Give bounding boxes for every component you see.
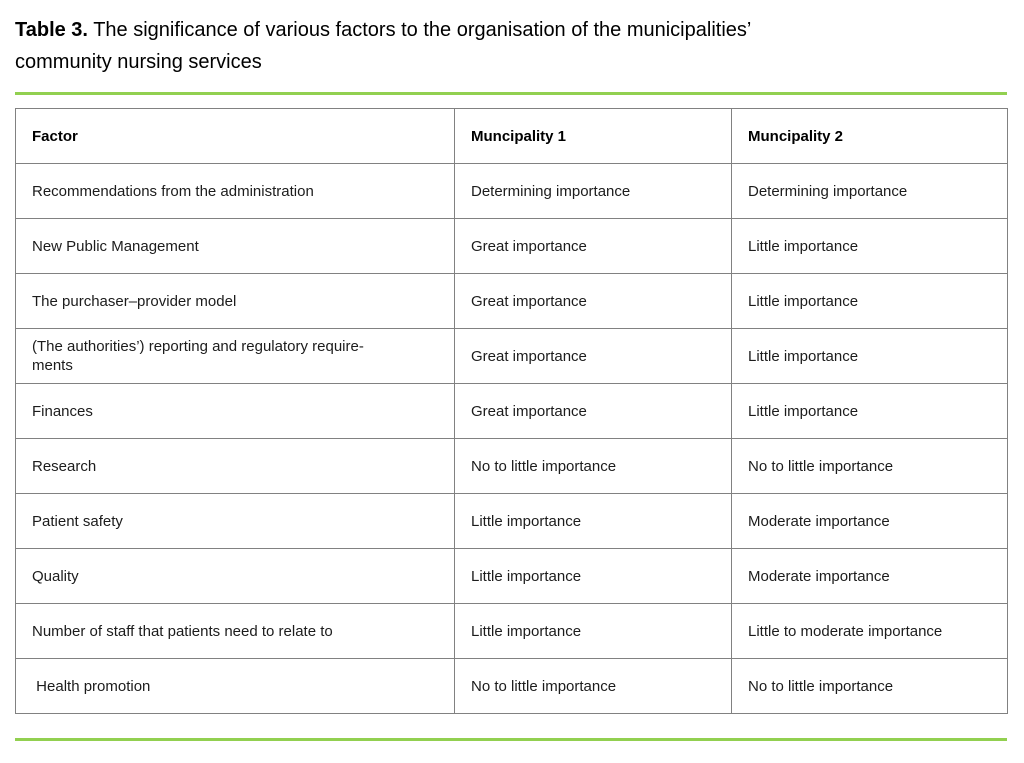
table-row: New Public Management Great importance L… (15, 218, 1008, 274)
column-header-municipality-1: Muncipality 1 (454, 108, 732, 164)
table-row: The purchaser–provider model Great impor… (15, 273, 1008, 329)
cell-factor: Health promotion (15, 658, 455, 714)
cell-municipality-2: Little importance (731, 383, 1008, 439)
cell-municipality-1: Determining importance (454, 163, 732, 219)
cell-factor: Quality (15, 548, 455, 604)
table-row: Number of staff that patients need to re… (15, 603, 1008, 659)
cell-municipality-1: Little importance (454, 548, 732, 604)
cell-municipality-2: Little importance (731, 218, 1008, 274)
cell-factor: The purchaser–provider model (15, 273, 455, 329)
table-row: Quality Little importance Moderate impor… (15, 548, 1008, 604)
cell-municipality-1: Little importance (454, 603, 732, 659)
cell-factor: Patient safety (15, 493, 455, 549)
cell-municipality-1: No to little importance (454, 438, 732, 494)
cell-municipality-2: Moderate importance (731, 493, 1008, 549)
bottom-green-rule (15, 738, 1007, 741)
cell-municipality-1: Little importance (454, 493, 732, 549)
header-row: Factor Muncipality 1 Muncipality 2 (15, 108, 1008, 164)
cell-municipality-1: No to little importance (454, 658, 732, 714)
cell-factor: Number of staff that patients need to re… (15, 603, 455, 659)
table-row: Recommendations from the administration … (15, 163, 1008, 219)
caption-text-line-1: The significance of various factors to t… (93, 19, 752, 41)
table-row: Research No to little importance No to l… (15, 438, 1008, 494)
cell-municipality-2: Determining importance (731, 163, 1008, 219)
column-header-factor: Factor (15, 108, 455, 164)
caption-label: Table 3. (15, 19, 88, 41)
cell-municipality-1: Great importance (454, 218, 732, 274)
caption-text-line-2: community nursing services (15, 51, 262, 73)
table-caption: Table 3. The significance of various fac… (15, 14, 995, 78)
table-row: (The authorities’) reporting and regulat… (15, 328, 1008, 384)
cell-municipality-2: Moderate importance (731, 548, 1008, 604)
cell-municipality-2: Little importance (731, 328, 1008, 384)
cell-factor: Finances (15, 383, 455, 439)
cell-municipality-2: Little importance (731, 273, 1008, 329)
table-row: Health promotion No to little importance… (15, 658, 1008, 714)
cell-factor: Research (15, 438, 455, 494)
column-header-municipality-2: Muncipality 2 (731, 108, 1008, 164)
top-green-rule (15, 92, 1007, 95)
cell-municipality-1: Great importance (454, 328, 732, 384)
caption-line-1: Table 3. The significance of various fac… (15, 14, 995, 46)
table-row: Patient safety Little importance Moderat… (15, 493, 1008, 549)
significance-table: Factor Muncipality 1 Muncipality 2 Recom… (15, 108, 1008, 714)
cell-municipality-2: Little to moderate importance (731, 603, 1008, 659)
cell-factor: New Public Management (15, 218, 455, 274)
cell-municipality-1: Great importance (454, 383, 732, 439)
cell-factor: (The authorities’) reporting and regulat… (15, 328, 455, 384)
cell-municipality-2: No to little importance (731, 438, 1008, 494)
cell-factor: Recommendations from the administration (15, 163, 455, 219)
table-row: Finances Great importance Little importa… (15, 383, 1008, 439)
cell-municipality-2: No to little importance (731, 658, 1008, 714)
cell-municipality-1: Great importance (454, 273, 732, 329)
